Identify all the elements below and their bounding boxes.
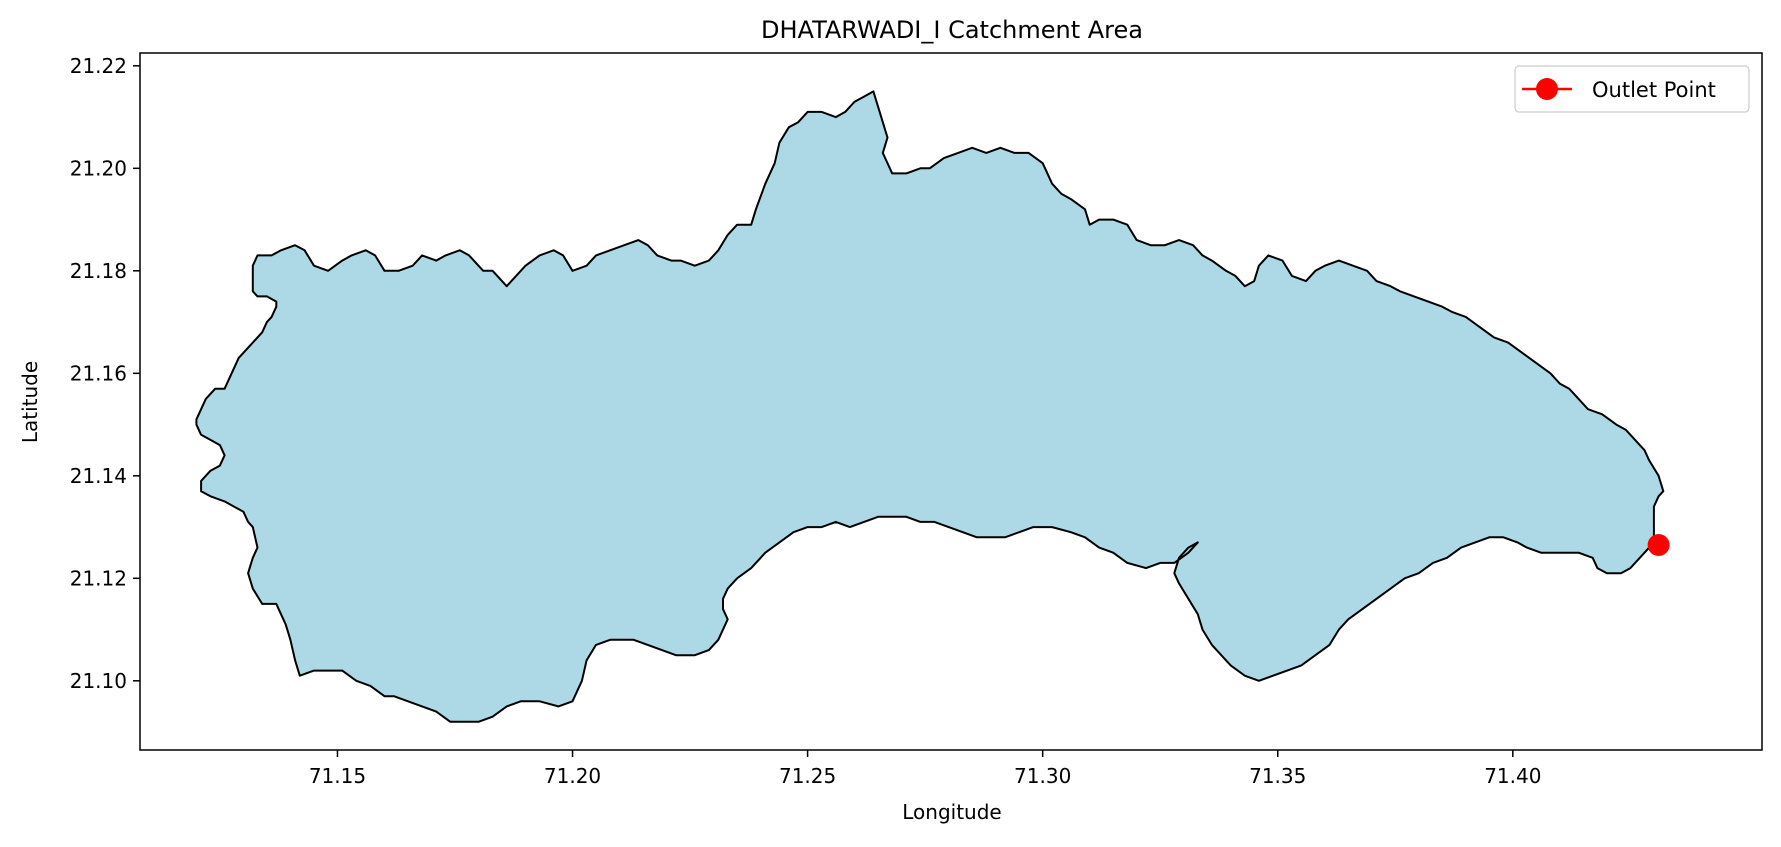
y-tick-label: 21.14 bbox=[70, 464, 127, 488]
x-tick-label: 71.35 bbox=[1249, 764, 1306, 788]
legend-marker bbox=[1536, 78, 1558, 100]
x-tick-label: 71.15 bbox=[309, 764, 366, 788]
y-tick-label: 21.22 bbox=[70, 54, 127, 78]
outlet-point-marker bbox=[1648, 534, 1670, 556]
legend: Outlet Point bbox=[1515, 66, 1749, 112]
x-tick-label: 71.25 bbox=[779, 764, 836, 788]
y-tick-label: 21.10 bbox=[70, 669, 127, 693]
legend-label: Outlet Point bbox=[1592, 78, 1716, 102]
y-axis-label: Latitude bbox=[18, 361, 42, 443]
x-tick-label: 71.30 bbox=[1014, 764, 1071, 788]
x-axis-label: Longitude bbox=[902, 800, 1001, 824]
y-tick-label: 21.18 bbox=[70, 259, 127, 283]
y-tick-label: 21.12 bbox=[70, 566, 127, 590]
x-tick-label: 71.40 bbox=[1484, 764, 1541, 788]
y-tick-label: 21.20 bbox=[70, 156, 127, 180]
chart-title: DHATARWADI_I Catchment Area bbox=[761, 16, 1143, 44]
x-tick-label: 71.20 bbox=[544, 764, 601, 788]
y-tick-label: 21.16 bbox=[70, 361, 127, 385]
